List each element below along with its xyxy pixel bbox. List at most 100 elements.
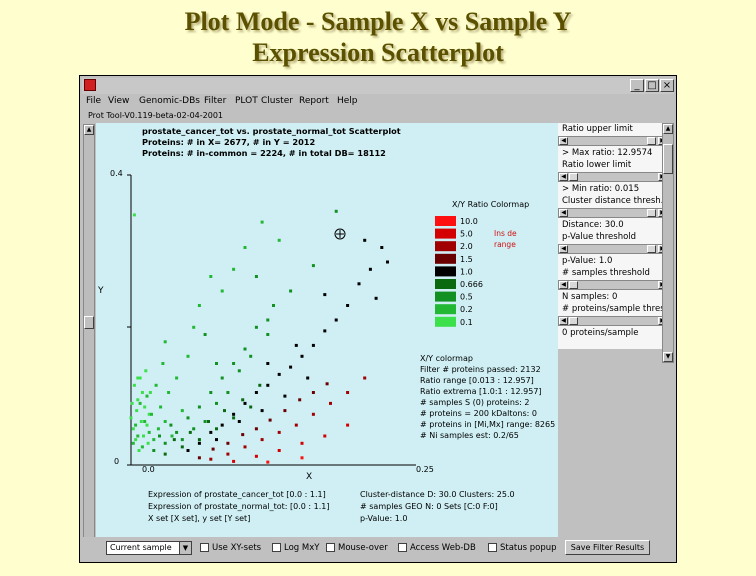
access-web-db-checkbox[interactable]: Access Web-DB (398, 541, 476, 555)
scatter-point[interactable] (223, 409, 226, 413)
scatter-point[interactable] (211, 447, 215, 451)
status-popup-checkbox[interactable]: Status popup (488, 541, 557, 555)
scatter-point[interactable] (311, 391, 315, 394)
scatter-point[interactable] (232, 416, 236, 420)
scatter-point[interactable] (192, 325, 196, 329)
scatter-point[interactable] (363, 238, 367, 242)
scatter-point[interactable] (132, 213, 136, 217)
scatter-point[interactable] (167, 391, 171, 394)
scroll-thumb[interactable] (84, 316, 94, 329)
scatter-point[interactable] (232, 459, 236, 463)
scatter-point[interactable] (300, 441, 304, 445)
scatter-point[interactable] (172, 438, 176, 442)
scatter-point[interactable] (203, 333, 207, 336)
scatter-point[interactable] (254, 391, 258, 394)
scatter-point[interactable] (277, 449, 281, 452)
scatter-point[interactable] (209, 275, 213, 278)
scroll-thumb[interactable] (663, 144, 673, 174)
scatter-point[interactable] (135, 409, 139, 413)
scatter-point[interactable] (131, 427, 135, 431)
scatter-point[interactable] (266, 318, 270, 322)
scatter-point[interactable] (277, 372, 281, 376)
scatter-point[interactable] (232, 412, 236, 416)
scatter-point[interactable] (277, 238, 281, 242)
scatter-point[interactable] (147, 412, 151, 416)
p-value-slider[interactable]: ◀▶ (558, 244, 668, 254)
scatter-point[interactable] (226, 452, 230, 456)
scatter-point[interactable] (163, 441, 167, 445)
scatter-point[interactable] (294, 343, 298, 347)
scatter-point[interactable] (380, 246, 384, 249)
scatter-point[interactable] (300, 456, 304, 460)
checkbox-box[interactable] (200, 543, 209, 552)
scatter-point[interactable] (152, 449, 156, 452)
scatter-point[interactable] (254, 325, 258, 329)
scatter-point[interactable] (266, 460, 270, 464)
scatter-point[interactable] (289, 365, 293, 369)
scatterplot-panel[interactable]: prostate_cancer_tot vs. prostate_normal_… (96, 123, 558, 549)
selected-point-marker[interactable] (334, 228, 346, 240)
scatter-point[interactable] (154, 383, 158, 387)
scatter-point[interactable] (277, 430, 281, 434)
scatter-point[interactable] (306, 376, 310, 380)
scatterplot-svg[interactable]: prostate_cancer_tot vs. prostate_normal_… (96, 123, 558, 549)
scatter-point[interactable] (260, 409, 264, 413)
scatter-point[interactable] (254, 275, 258, 278)
close-button[interactable]: × (660, 79, 674, 92)
scatter-point[interactable] (159, 405, 163, 409)
menu-file[interactable]: File (86, 96, 102, 106)
scatter-point[interactable] (131, 441, 135, 445)
scatter-point[interactable] (163, 452, 167, 456)
scatter-point[interactable] (220, 423, 224, 427)
scatter-point[interactable] (249, 405, 253, 409)
minimize-button[interactable]: _ (630, 79, 644, 92)
scatter-point[interactable] (283, 409, 287, 413)
menu-view[interactable]: View (108, 96, 130, 106)
samples-threshold-slider[interactable]: ◀▶ (558, 280, 668, 290)
scatter-point[interactable] (323, 434, 327, 438)
scatter-point[interactable] (152, 438, 156, 442)
scatter-point[interactable] (197, 441, 201, 445)
scatter-point[interactable] (139, 420, 143, 423)
scatter-point[interactable] (150, 412, 153, 416)
scatter-point[interactable] (323, 293, 327, 297)
scatter-point[interactable] (374, 296, 378, 300)
scatter-point[interactable] (266, 362, 270, 365)
checkbox-box[interactable] (488, 543, 497, 552)
cluster-distance-slider[interactable]: ◀▶ (558, 208, 668, 218)
scatter-point[interactable] (289, 289, 293, 293)
scatter-point[interactable] (180, 445, 184, 449)
scatter-point[interactable] (148, 391, 152, 394)
scatter-point[interactable] (180, 438, 184, 442)
checkbox-box[interactable] (272, 543, 281, 552)
scatter-point[interactable] (298, 398, 302, 402)
scatter-point[interactable] (145, 423, 149, 427)
scatter-point[interactable] (145, 394, 149, 398)
scatter-point[interactable] (220, 376, 224, 380)
scatter-point[interactable] (220, 289, 224, 293)
scatter-point[interactable] (203, 420, 207, 423)
mouse-over-checkbox[interactable]: Mouse-over (326, 541, 388, 555)
scroll-up-arrow-icon[interactable]: ▲ (84, 125, 94, 135)
left-scrollbar[interactable]: ▲ ▼ (83, 124, 95, 548)
scatter-point[interactable] (249, 354, 253, 358)
save-filter-results-button[interactable]: Save Filter Results (565, 540, 650, 555)
menu-plot[interactable]: PLOT (235, 96, 258, 106)
scatter-point[interactable] (325, 382, 329, 386)
scatter-point[interactable] (175, 376, 179, 380)
scatter-point[interactable] (170, 434, 174, 438)
scatter-point[interactable] (209, 457, 213, 461)
scatter-point[interactable] (186, 449, 190, 452)
proteins-per-sample-slider[interactable]: ◀▶ (558, 316, 668, 326)
scatter-point[interactable] (386, 260, 389, 264)
scatter-point[interactable] (243, 246, 247, 249)
scatter-point[interactable] (137, 449, 141, 452)
scatter-point[interactable] (147, 430, 151, 434)
use-xy-sets-checkbox[interactable]: Use XY-sets (200, 541, 261, 555)
scatter-point[interactable] (142, 434, 145, 438)
scatter-point[interactable] (215, 401, 218, 405)
scatter-point[interactable] (132, 383, 136, 387)
maximize-button[interactable]: □ (645, 79, 659, 92)
scatter-point[interactable] (146, 441, 150, 445)
scatter-point[interactable] (241, 398, 245, 402)
